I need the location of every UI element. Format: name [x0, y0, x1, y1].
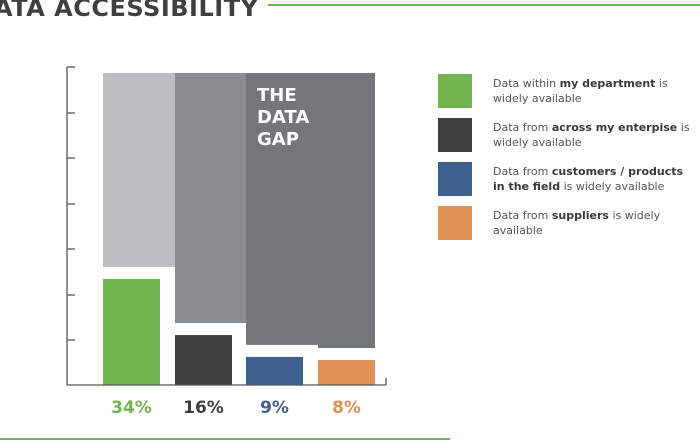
value-label-3: 9% [260, 398, 289, 418]
legend-item-2: Data from across my enterpise is widely … [438, 118, 700, 162]
gap-block-3 [246, 73, 318, 345]
legend-swatch [438, 118, 472, 152]
bar-series [103, 278, 375, 385]
value-label-4: 8% [332, 398, 361, 418]
legend-label-pre: Data from [493, 165, 552, 178]
legend-label-post: is widely available [493, 77, 668, 105]
legend-label-bold: across my enterpise [551, 121, 678, 134]
legend-label: Data within my department is widely avai… [493, 76, 698, 106]
legend-label: Data from customers / products in the fi… [493, 164, 698, 194]
bar-3 [246, 356, 303, 385]
bar-4 [318, 360, 375, 385]
legend-swatch [438, 162, 472, 196]
value-label-1: 34% [111, 398, 152, 418]
gap-label-line-1: THE [257, 85, 297, 106]
footer-rule [0, 438, 450, 440]
legend-item-1: Data within my department is widely avai… [438, 74, 700, 118]
legend-label-bold: my department [559, 77, 656, 90]
legend-item-3: Data from customers / products in the fi… [438, 162, 700, 206]
gap-block-1 [103, 73, 175, 267]
legend-swatch [438, 74, 472, 108]
legend: Data within my department is widely avai… [438, 74, 700, 250]
y-axis [66, 66, 387, 386]
legend-label-post: is widely available [560, 180, 665, 193]
legend-label-bold: suppliers [551, 209, 609, 222]
legend-swatch [438, 206, 472, 240]
value-label-2: 16% [183, 398, 224, 418]
gap-label-line-3: GAP [257, 129, 299, 150]
value-labels: 34% 16% 9% 8% [111, 398, 361, 418]
bar-1 [103, 278, 160, 385]
legend-item-4: Data from suppliers is widely available [438, 206, 700, 250]
data-gap-area [103, 73, 375, 349]
legend-label-post: is widely available [493, 209, 661, 237]
gap-block-4 [318, 73, 375, 349]
legend-label: Data from across my enterpise is widely … [493, 120, 698, 150]
page-title: ATA ACCESSIBILITY [0, 0, 259, 22]
gap-block-2 [175, 73, 246, 324]
legend-label-pre: Data from [493, 209, 552, 222]
bar-2 [175, 335, 232, 385]
legend-label-post: is widely available [493, 121, 690, 149]
legend-label: Data from suppliers is widely available [493, 208, 698, 238]
legend-label-pre: Data from [493, 121, 552, 134]
legend-label-bold: customers / products in the field [493, 165, 684, 193]
gap-label-line-2: DATA [257, 107, 309, 128]
legend-label-pre: Data within [493, 77, 560, 90]
header-rule [268, 4, 700, 6]
